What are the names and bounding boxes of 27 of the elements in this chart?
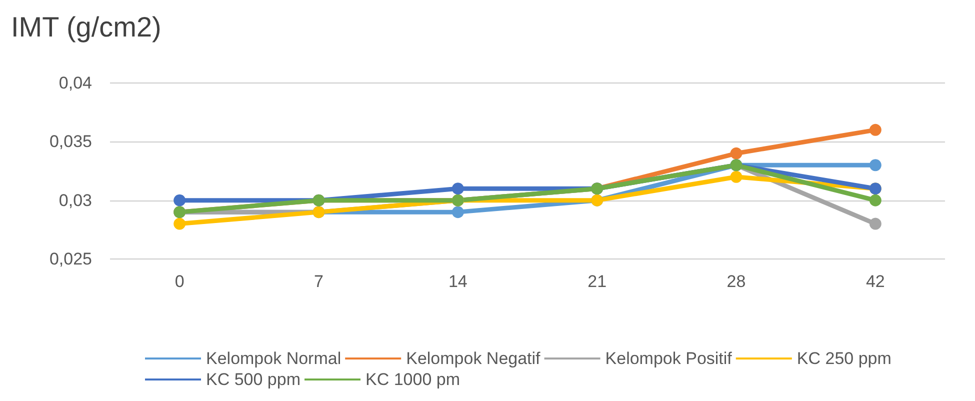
legend-label: KC 1000 pm bbox=[365, 370, 460, 389]
point bbox=[869, 159, 882, 172]
legend-label: Kelompok Normal bbox=[206, 349, 342, 368]
chart-title: IMT (g/cm2) bbox=[11, 12, 162, 42]
point bbox=[869, 218, 882, 230]
point bbox=[869, 124, 882, 136]
legend-label: Kelompok Positif bbox=[605, 349, 732, 368]
y-tick-label: 0,03 bbox=[58, 190, 92, 210]
point bbox=[730, 147, 742, 160]
legend-label: KC 500 ppm bbox=[206, 370, 300, 389]
point bbox=[174, 194, 186, 206]
x-tick-label: 28 bbox=[726, 272, 746, 291]
legend-label: Kelompok Negatif bbox=[406, 349, 541, 368]
point bbox=[452, 182, 464, 195]
point bbox=[452, 206, 464, 218]
legend-label: KC 250 ppm bbox=[796, 349, 892, 368]
x-tick-label: 0 bbox=[174, 272, 184, 291]
x-tick-label: 14 bbox=[448, 272, 468, 291]
point bbox=[869, 194, 882, 206]
point bbox=[730, 170, 742, 183]
y-tick-label: 0,025 bbox=[49, 250, 92, 268]
y-tick-label: 0,04 bbox=[58, 74, 92, 92]
x-tick-label: 42 bbox=[866, 272, 885, 291]
y-tick-label: 0,035 bbox=[49, 132, 92, 152]
point bbox=[174, 218, 186, 230]
x-tick-label: 21 bbox=[588, 272, 607, 291]
x-tick-label: 7 bbox=[314, 272, 324, 291]
